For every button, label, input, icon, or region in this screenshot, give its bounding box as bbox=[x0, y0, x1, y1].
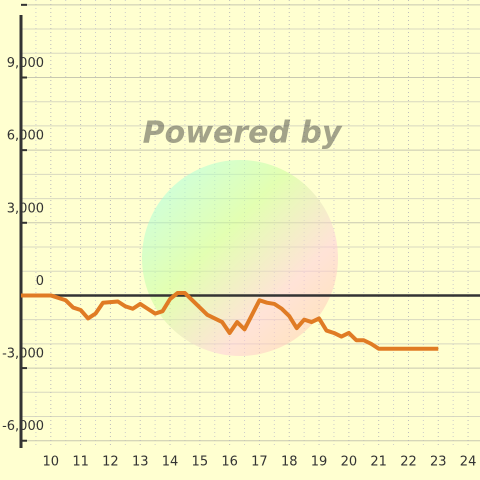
x-tick-label: 24 bbox=[460, 455, 477, 470]
x-tick-label: 23 bbox=[430, 455, 447, 470]
x-tick-label: 22 bbox=[400, 455, 417, 470]
x-tick-label: 11 bbox=[72, 455, 89, 470]
y-tick-label: 9,000 bbox=[7, 56, 44, 71]
x-tick-label: 14 bbox=[162, 455, 179, 470]
x-tick-label: 19 bbox=[311, 455, 328, 470]
x-tick-label: 18 bbox=[281, 455, 298, 470]
y-tick-label: -3,000 bbox=[2, 347, 44, 362]
x-tick-label: 17 bbox=[251, 455, 268, 470]
x-tick-label: 16 bbox=[221, 455, 238, 470]
y-tick-label: 3,000 bbox=[7, 201, 44, 216]
line-series bbox=[21, 291, 439, 351]
x-tick-label: 15 bbox=[192, 455, 209, 470]
x-tick-label: 20 bbox=[341, 455, 358, 470]
x-tick-label: 21 bbox=[370, 455, 387, 470]
watermark: Powered by bbox=[143, 116, 343, 151]
y-tick-label: -6,000 bbox=[2, 419, 44, 434]
x-tick-label: 13 bbox=[132, 455, 149, 470]
x-tick-label: 12 bbox=[102, 455, 119, 470]
x-tick-label: 10 bbox=[43, 455, 60, 470]
y-tick-label: 6,000 bbox=[7, 129, 44, 144]
y-tick-label: 0 bbox=[36, 274, 44, 289]
watermark-logo bbox=[142, 160, 338, 356]
